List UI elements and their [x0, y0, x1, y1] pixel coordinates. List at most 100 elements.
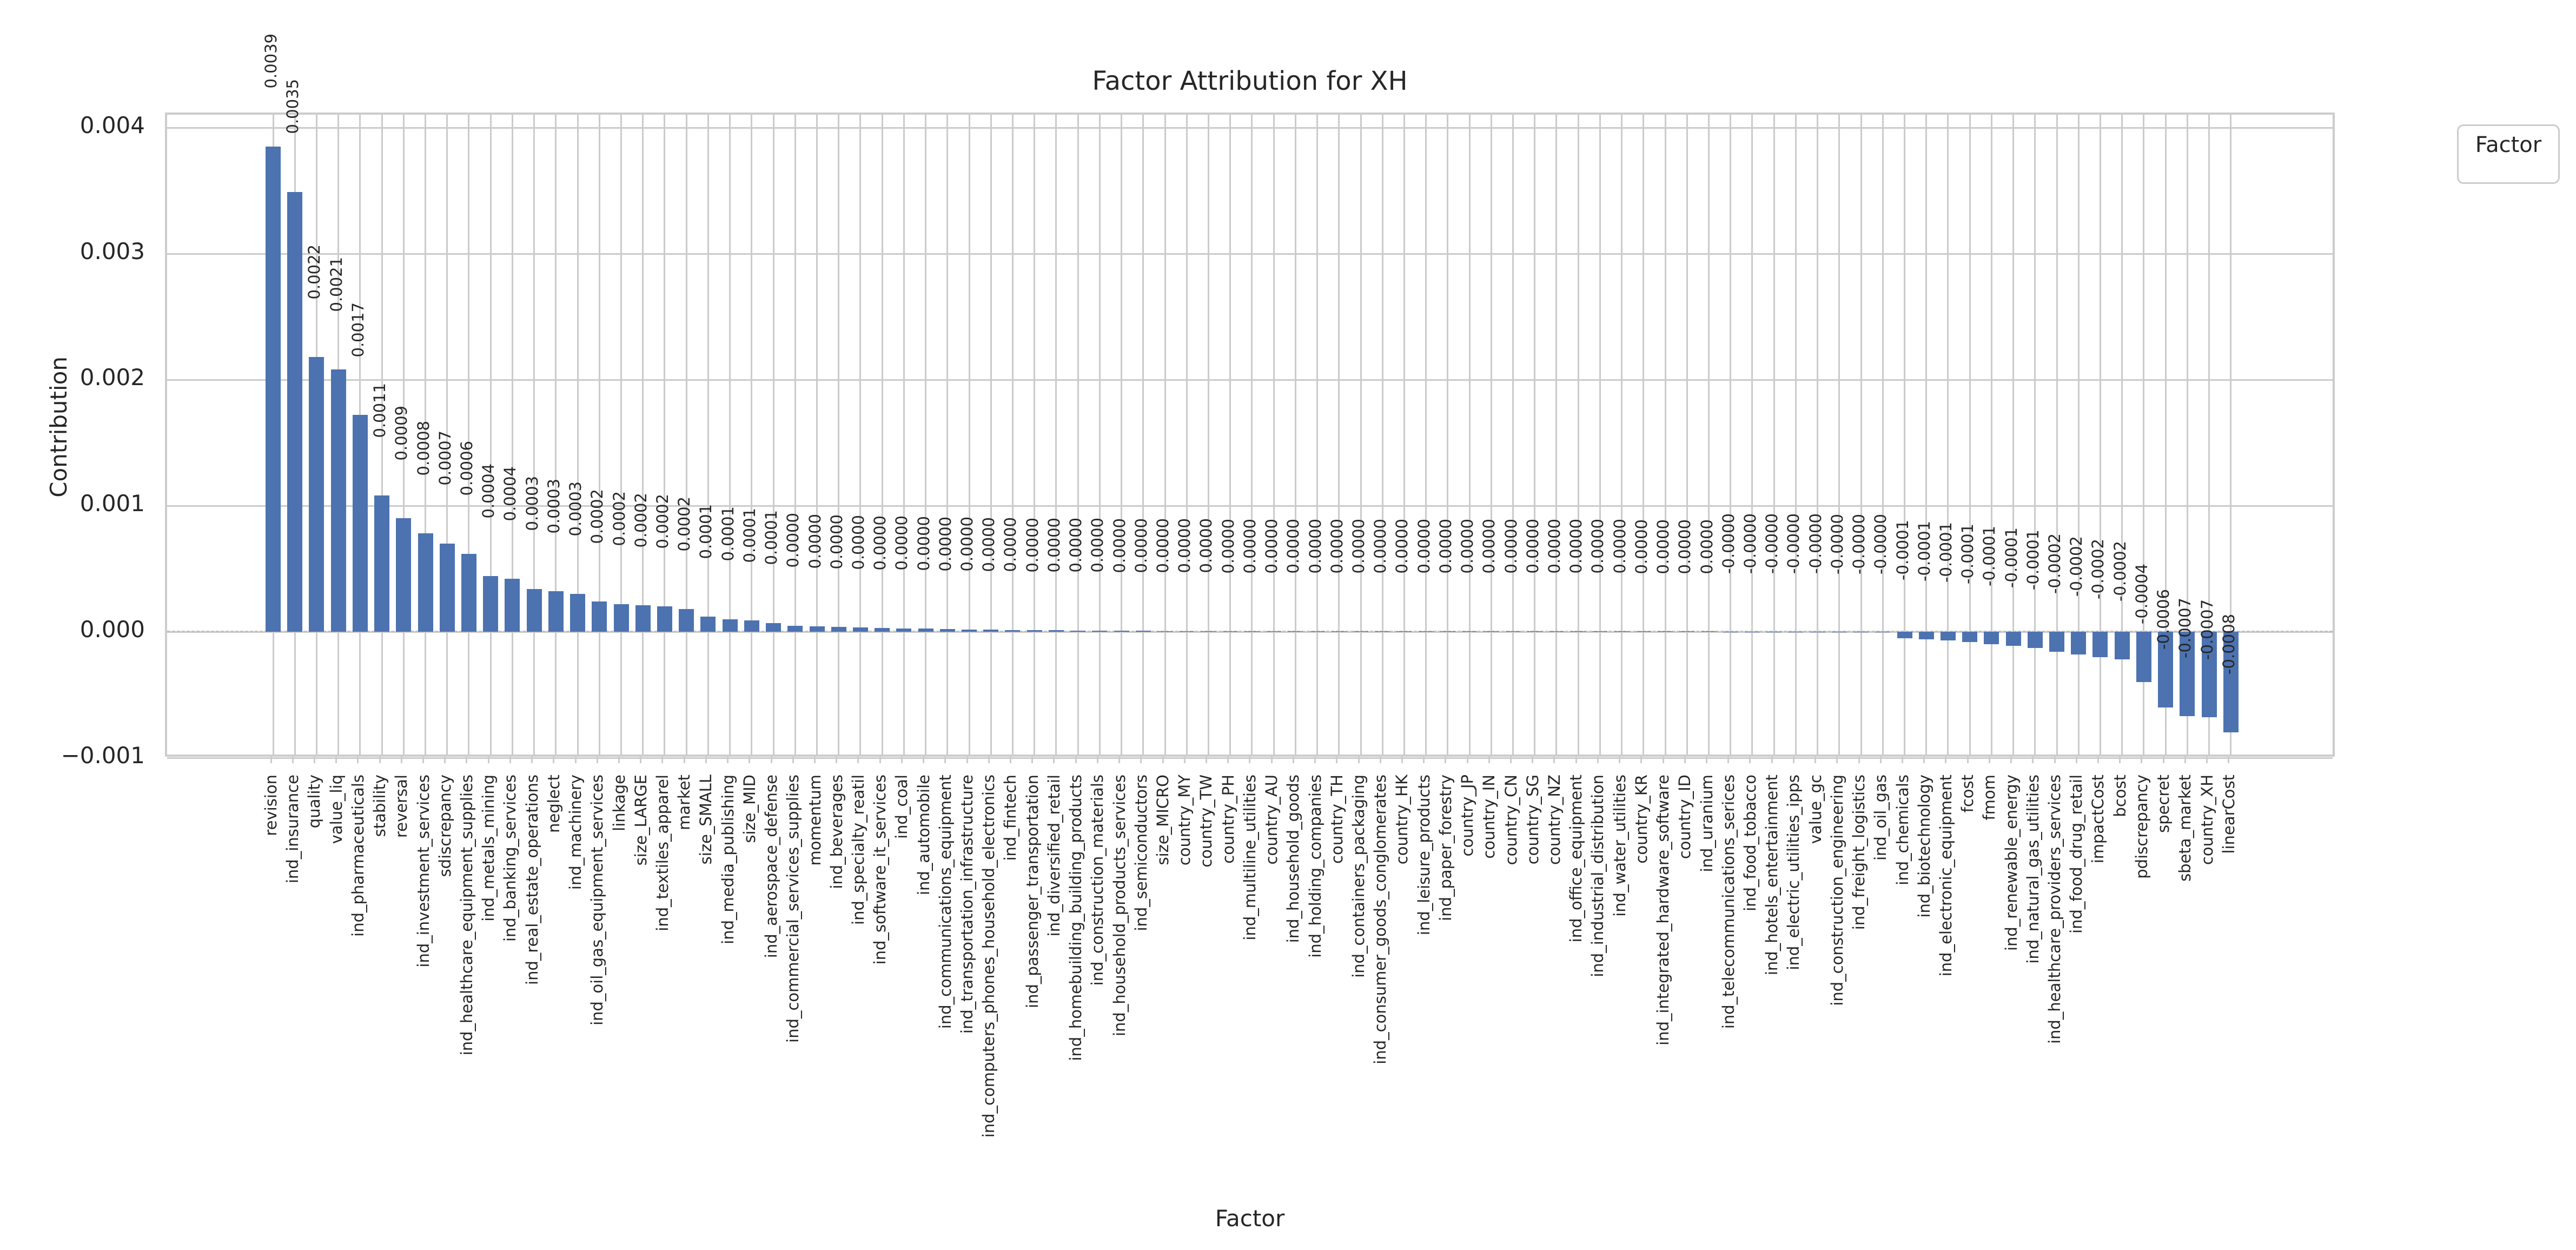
- bar: [1614, 631, 1630, 632]
- v-gridline: [446, 115, 448, 755]
- bar: [1309, 631, 1325, 632]
- bar-value-label: 0.0000: [1327, 519, 1346, 574]
- bar-value-label: 0.0000: [827, 514, 846, 570]
- bar-value-label: 0.0000: [1371, 519, 1390, 574]
- legend-title: Factor: [2475, 133, 2542, 157]
- v-gridline: [1708, 115, 1710, 755]
- bar-value-label: 0.0000: [1110, 518, 1129, 573]
- x-tick-mark: [857, 757, 859, 763]
- bar: [1418, 631, 1434, 632]
- bar-value-label: 0.0000: [1306, 518, 1325, 574]
- x-tick-mark: [1205, 757, 1207, 763]
- bar: [330, 369, 346, 632]
- v-gridline: [903, 115, 905, 755]
- bar: [744, 620, 759, 632]
- x-tick-mark: [1031, 757, 1034, 763]
- bar-value-label: 0.0000: [1175, 518, 1194, 573]
- v-gridline: [1360, 115, 1362, 755]
- x-tick-mark: [1988, 757, 1990, 763]
- bar-value-label: 0.0004: [501, 466, 520, 521]
- x-tick-mark: [1118, 757, 1121, 763]
- bar: [1331, 631, 1347, 632]
- v-gridline: [402, 115, 405, 755]
- bar: [1396, 631, 1412, 632]
- bar: [875, 628, 890, 632]
- bar: [939, 629, 955, 632]
- v-gridline: [1273, 115, 1275, 755]
- x-tick-mark: [1640, 757, 1643, 763]
- x-tick-mark: [814, 757, 816, 763]
- x-tick-mark: [357, 757, 359, 763]
- x-tick-mark: [792, 757, 794, 763]
- v-gridline: [946, 115, 949, 755]
- bar: [2027, 632, 2043, 649]
- x-tick-mark: [292, 757, 294, 763]
- bar: [1070, 630, 1086, 632]
- bar: [374, 495, 390, 632]
- v-gridline: [2186, 115, 2188, 755]
- bar-value-label: 0.0002: [631, 492, 650, 548]
- bar: [1984, 632, 1999, 645]
- v-gridline: [2208, 115, 2210, 755]
- y-tick-label: 0.000: [80, 616, 145, 643]
- bar: [1027, 630, 1042, 632]
- bar: [461, 553, 476, 632]
- x-tick-mark: [618, 757, 620, 763]
- x-tick-mark: [1249, 757, 1251, 763]
- bar-value-label: 0.0021: [327, 256, 346, 312]
- v-gridline: [838, 115, 840, 755]
- v-gridline: [1186, 115, 1188, 755]
- y-tick-label: 0.003: [80, 238, 145, 264]
- bar: [592, 601, 607, 632]
- v-gridline: [1055, 115, 1057, 755]
- bar-value-label: 0.0000: [936, 516, 955, 572]
- bar-value-label: 0.0000: [892, 515, 911, 571]
- x-tick-mark: [1619, 757, 1621, 763]
- x-tick-mark: [1336, 757, 1338, 763]
- bar: [309, 357, 325, 632]
- chart-title: Factor Attribution for XH: [1092, 66, 1408, 96]
- bar: [352, 415, 368, 632]
- v-gridline: [1142, 115, 1144, 755]
- bar: [483, 576, 499, 632]
- x-tick-mark: [1945, 757, 1947, 763]
- v-gridline: [968, 115, 970, 755]
- bar: [918, 629, 933, 632]
- x-tick-mark: [1597, 757, 1599, 763]
- bar-value-label: 0.0001: [697, 504, 716, 559]
- x-tick-mark: [727, 757, 729, 763]
- v-gridline: [1403, 115, 1405, 755]
- h-gridline: [167, 379, 2333, 381]
- x-tick-mark: [1836, 757, 1838, 763]
- x-tick-mark: [1227, 757, 1229, 763]
- bar-value-label: -0.0008: [2219, 614, 2238, 675]
- bar-value-label: 0.0000: [979, 517, 998, 572]
- x-tick-mark: [1423, 757, 1425, 763]
- bar: [635, 605, 651, 632]
- bar: [2158, 632, 2174, 707]
- x-tick-mark: [1053, 757, 1055, 763]
- bar: [1179, 631, 1195, 632]
- v-gridline: [2099, 115, 2101, 755]
- v-gridline: [881, 115, 883, 755]
- x-tick-mark: [1466, 757, 1468, 763]
- bar-value-label: 0.0000: [1001, 517, 1020, 572]
- bar: [2136, 632, 2151, 683]
- bar-value-label: 0.0003: [522, 476, 541, 531]
- bar-value-label: -0.0000: [1806, 513, 1825, 574]
- bar-value-label: 0.0000: [1458, 519, 1477, 574]
- v-gridline: [1490, 115, 1492, 755]
- v-gridline: [1860, 115, 1862, 755]
- h-gridline: [167, 127, 2333, 129]
- y-tick-label: 0.004: [80, 112, 145, 138]
- bar-value-label: -0.0001: [2002, 527, 2021, 588]
- v-gridline: [2034, 115, 2036, 755]
- x-tick-mark: [1314, 757, 1316, 763]
- bar-value-label: 0.0004: [479, 464, 498, 519]
- v-gridline: [555, 115, 557, 755]
- v-gridline: [1229, 115, 1231, 755]
- bar: [1135, 631, 1151, 632]
- x-tick-mark: [1662, 757, 1664, 763]
- x-tick-mark: [596, 757, 598, 763]
